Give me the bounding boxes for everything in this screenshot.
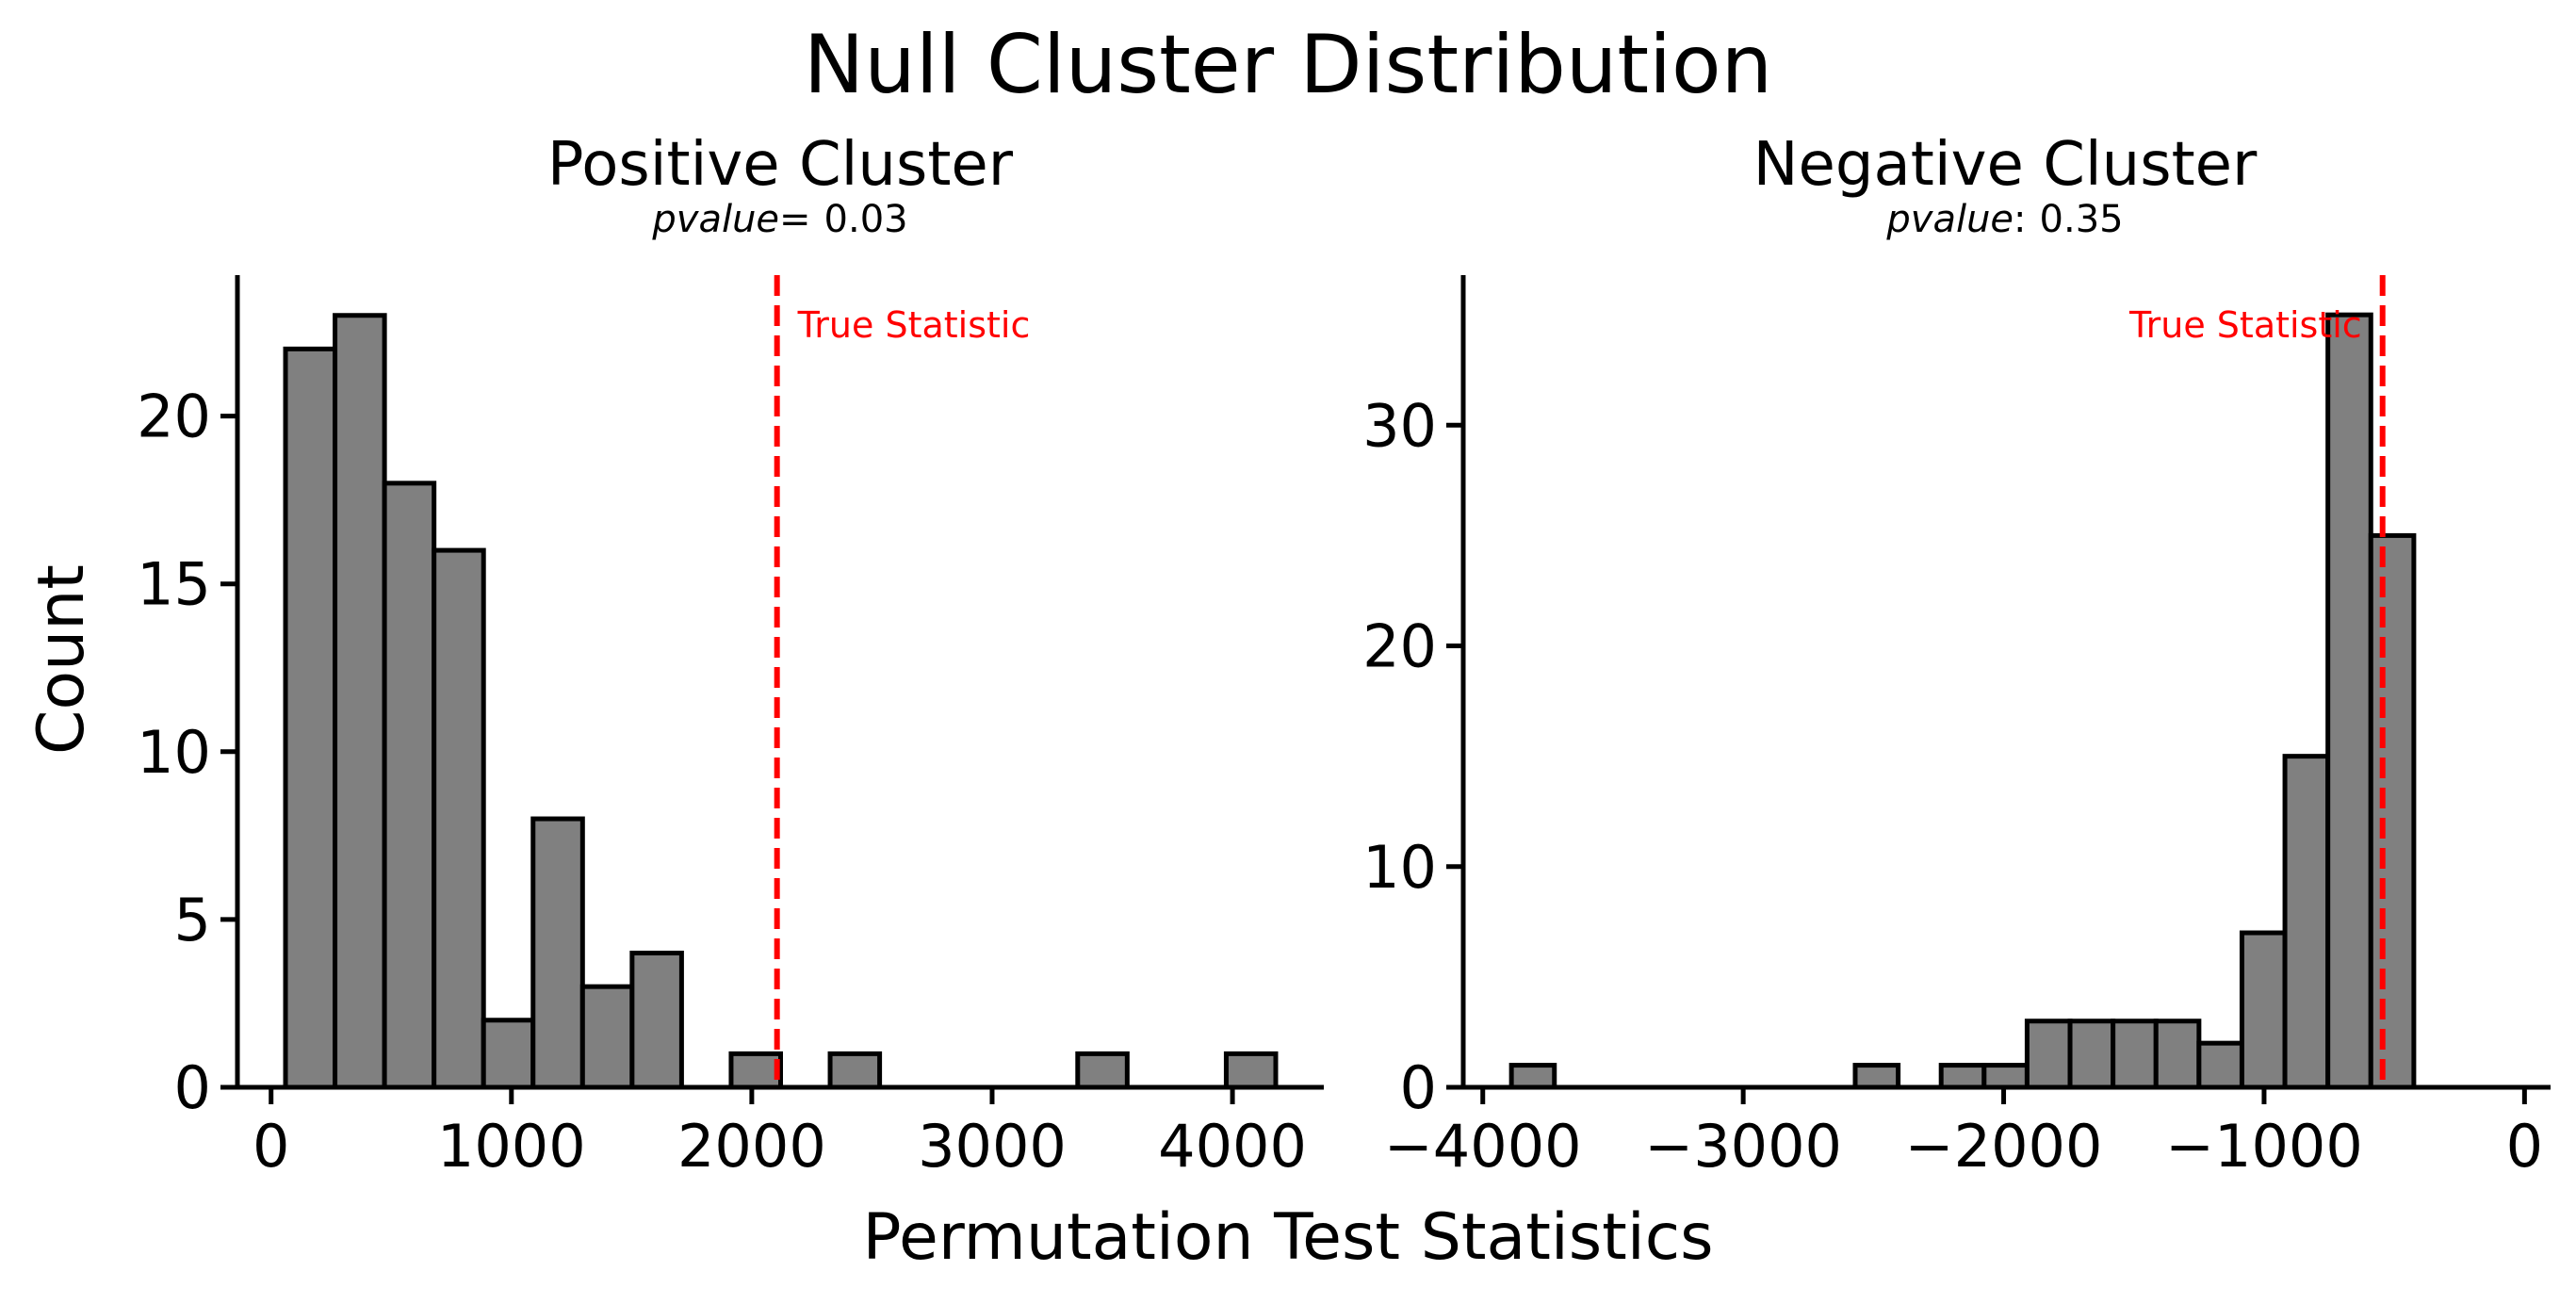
histogram-bar <box>1852 1063 1901 1090</box>
histogram-bar <box>2282 754 2331 1090</box>
x-tick-label: −1000 <box>2165 1112 2363 1181</box>
histogram-bar <box>2239 930 2288 1090</box>
histogram-bar <box>2067 1019 2116 1090</box>
histogram-bar <box>432 547 486 1090</box>
x-tick-label: −4000 <box>1384 1112 1582 1181</box>
histogram-bar <box>728 1051 784 1090</box>
pvalue-value: 0.35 <box>2040 198 2124 241</box>
true-statistic-label: True Statistic <box>797 304 1031 346</box>
histogram-bar <box>827 1051 883 1090</box>
pvalue-separator: = <box>779 198 811 241</box>
x-tick-label: −2000 <box>1905 1112 2103 1181</box>
histogram-bar <box>2024 1019 2073 1090</box>
x-tick-label: −3000 <box>1644 1112 1842 1181</box>
histogram-bar <box>1223 1051 1279 1090</box>
x-tick-label: 0 <box>253 1112 289 1181</box>
true-statistic-label: True Statistic <box>2128 304 2362 346</box>
pvalue-separator: : <box>2014 198 2026 241</box>
histogram-bar <box>1075 1051 1130 1090</box>
histogram-bar <box>2153 1019 2202 1090</box>
y-tick-label: 30 <box>1362 391 1437 460</box>
panel-title-positive: Positive Cluster <box>547 130 1014 200</box>
histogram-bar <box>2196 1040 2244 1090</box>
x-axis-label: Permutation Test Statistics <box>862 1200 1713 1275</box>
histogram-bar <box>1938 1063 1987 1090</box>
histogram-bar <box>333 313 387 1090</box>
histogram-bar <box>629 951 684 1090</box>
histogram-bar <box>530 816 585 1090</box>
histogram-bar <box>2325 312 2373 1090</box>
y-tick-label: 15 <box>137 550 211 619</box>
x-tick-label: 4000 <box>1158 1112 1307 1181</box>
histogram-bar <box>2368 532 2417 1090</box>
histogram-bar <box>579 984 635 1090</box>
panel-title-negative: Negative Cluster <box>1753 130 2258 200</box>
negative-cluster-panel: Negative Cluster pvalue: 0.35 −4000 −3000−… <box>1362 130 2551 1181</box>
pvalue-symbol: pvalue <box>1885 198 2014 241</box>
histogram-bar <box>283 346 338 1090</box>
pvalue-symbol: pvalue <box>651 198 779 241</box>
y-tick-label: 20 <box>137 383 211 451</box>
positive-cluster-panel: Positive Cluster pvalue= 0.03 0 1000 2000 30… <box>137 130 1324 1181</box>
pvalue-text-negative: pvalue: 0.35 <box>1885 198 2123 241</box>
histogram-bar <box>481 1018 536 1090</box>
x-tick-label: 3000 <box>918 1112 1067 1181</box>
y-tick-label: 5 <box>174 886 211 954</box>
histogram-bar <box>382 481 437 1090</box>
y-tick-label: 20 <box>1362 612 1437 681</box>
figure-title: Null Cluster Distribution <box>804 18 1772 112</box>
y-tick-label: 0 <box>174 1053 211 1122</box>
histogram-bar <box>1508 1063 1557 1090</box>
y-tick-label: 0 <box>1400 1053 1437 1122</box>
x-tick-label: 0 <box>2506 1112 2543 1181</box>
y-tick-label: 10 <box>137 718 211 787</box>
histogram-bar <box>1981 1063 2030 1090</box>
x-tick-label: 2000 <box>677 1112 826 1181</box>
y-axis-label: Count <box>24 564 99 755</box>
x-tick-label: 1000 <box>437 1112 586 1181</box>
pvalue-text-positive: pvalue= 0.03 <box>651 198 907 241</box>
pvalue-value: 0.03 <box>824 198 908 241</box>
y-tick-label: 10 <box>1362 833 1437 902</box>
histogram-bar <box>2111 1019 2159 1090</box>
